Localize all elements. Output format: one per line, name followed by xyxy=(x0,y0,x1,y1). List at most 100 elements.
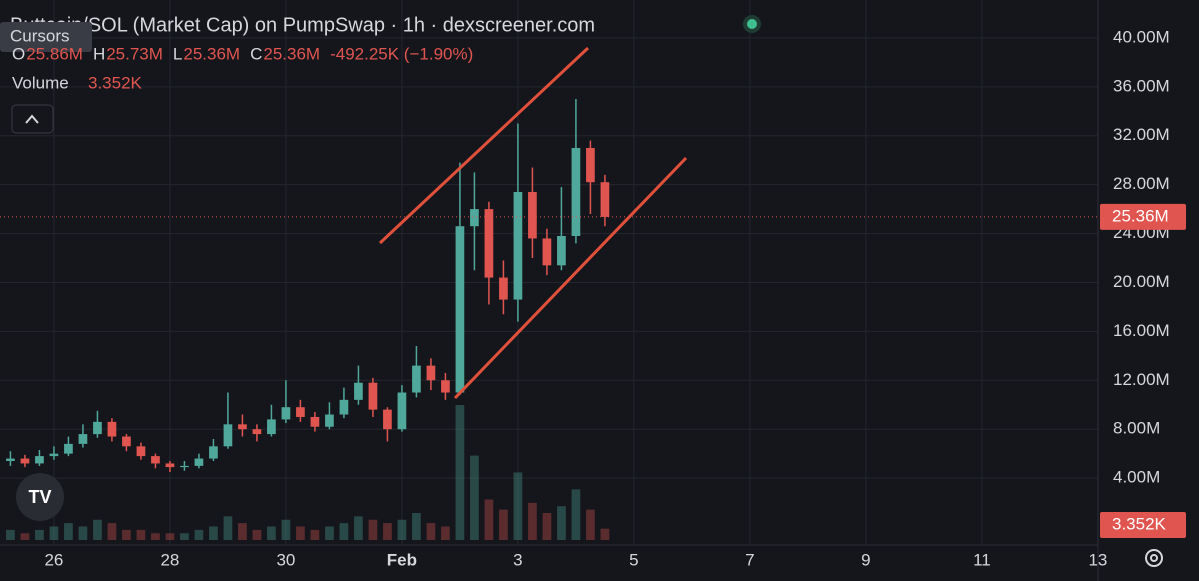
candle-body xyxy=(180,465,189,468)
x-tick-label: 26 xyxy=(44,550,63,569)
last-price-box xyxy=(1100,203,1186,230)
x-tick-label: Feb xyxy=(387,550,417,569)
y-tick-label: 40.00M xyxy=(1113,27,1170,46)
candle-body xyxy=(78,434,88,444)
candle-body xyxy=(20,458,30,464)
x-tick-label: 28 xyxy=(160,550,179,569)
y-tick-label: 32.00M xyxy=(1113,125,1170,144)
candle-body xyxy=(49,453,59,457)
candle-body xyxy=(354,382,363,400)
candle-body xyxy=(281,407,291,420)
candle-body xyxy=(557,235,566,266)
x-tick-label: 9 xyxy=(861,550,870,569)
legend-value: 25.36M xyxy=(183,44,240,63)
logo-text: TV xyxy=(28,487,51,507)
volume-bar xyxy=(78,526,88,540)
volume-bar xyxy=(513,472,523,540)
candle-body xyxy=(586,147,595,183)
candle-body xyxy=(368,382,378,410)
candle-body xyxy=(238,424,247,430)
volume-bar xyxy=(6,529,15,540)
legend-key: C xyxy=(250,44,262,63)
legend-value: 25.86M xyxy=(26,44,83,63)
candle-body xyxy=(339,399,349,415)
ohlc-legend: O 25.86M H 25.73M L 25.36M C 25.36M -492.25K (−1… xyxy=(12,44,473,63)
volume-bar xyxy=(93,519,102,540)
volume-bar xyxy=(571,489,581,540)
legend-key: O xyxy=(12,44,25,63)
last-price-label: 25.36M xyxy=(1112,206,1169,225)
x-tick-label: 5 xyxy=(629,550,638,569)
x-tick-label: 11 xyxy=(973,550,991,569)
candle-body xyxy=(209,446,218,459)
volume-bar xyxy=(194,529,204,540)
volume-bar xyxy=(325,526,334,540)
candle-body xyxy=(93,421,102,435)
candle-body xyxy=(6,458,15,461)
candle-body xyxy=(252,429,262,435)
candle-body xyxy=(571,147,581,236)
volume-bar xyxy=(600,528,610,540)
candle-body xyxy=(165,463,175,468)
volume-bar xyxy=(528,502,537,540)
chart-title: Buttcoin/SOL (Market Cap) on PumpSwap · … xyxy=(10,14,595,36)
x-tick-label: 30 xyxy=(276,550,295,569)
volume-legend: 3.352K xyxy=(88,73,143,92)
candle-body xyxy=(455,226,465,393)
volume-bar xyxy=(165,533,175,540)
volume-bar xyxy=(35,529,44,540)
volume-bar xyxy=(209,526,218,540)
candle-body xyxy=(600,182,610,217)
y-tick-label: 36.00M xyxy=(1113,76,1170,95)
y-tick-label: 12.00M xyxy=(1113,370,1170,389)
candle-body xyxy=(151,456,160,464)
y-tick-label: 16.00M xyxy=(1113,321,1170,340)
volume-bar xyxy=(151,533,160,540)
candle-body xyxy=(64,443,73,454)
candle-body xyxy=(426,365,436,381)
volume-bar xyxy=(499,509,508,540)
volume-bar xyxy=(397,519,407,540)
candle-body xyxy=(223,424,233,447)
x-tick-label: 7 xyxy=(745,550,754,569)
y-tick-label: 8.00M xyxy=(1113,419,1160,438)
candle-body xyxy=(122,436,131,447)
channel-line xyxy=(378,46,590,245)
candle-body xyxy=(484,209,494,278)
volume-bar xyxy=(470,455,479,540)
candle-body xyxy=(441,380,450,393)
x-tick-label: 3 xyxy=(513,550,522,569)
volume-title: Volume xyxy=(12,73,69,92)
volume-bar xyxy=(426,523,436,540)
volume-bar xyxy=(441,526,450,540)
candle-body xyxy=(325,414,334,427)
volume-bar xyxy=(223,516,233,540)
volume-bar xyxy=(542,513,552,540)
volume-bar xyxy=(252,529,262,540)
last-volume-box xyxy=(1100,512,1186,538)
volume-bar xyxy=(412,513,421,540)
logo[interactable] xyxy=(16,473,64,521)
y-tick-label: 20.00M xyxy=(1113,272,1170,291)
legend-key: L xyxy=(173,44,182,63)
legend-change: -492.25K (−1.90%) xyxy=(330,44,473,63)
legend-value: 25.73M xyxy=(106,44,163,63)
volume-bar xyxy=(122,529,131,540)
legend-key: H xyxy=(93,44,105,63)
candle-body xyxy=(136,446,146,457)
candle-body xyxy=(310,416,320,427)
collapse-button[interactable] xyxy=(11,104,54,134)
x-tick-label: 13 xyxy=(1088,550,1107,569)
volume-bar xyxy=(354,516,363,540)
volume-bar xyxy=(267,526,276,540)
settings-icon[interactable] xyxy=(1145,549,1163,567)
volume-bar xyxy=(296,526,305,540)
candle-body xyxy=(499,277,508,300)
candle-body xyxy=(267,419,276,435)
candles xyxy=(6,99,610,540)
y-tick-label: 28.00M xyxy=(1113,174,1170,193)
volume-bar xyxy=(557,506,566,540)
candle-body xyxy=(412,365,421,393)
